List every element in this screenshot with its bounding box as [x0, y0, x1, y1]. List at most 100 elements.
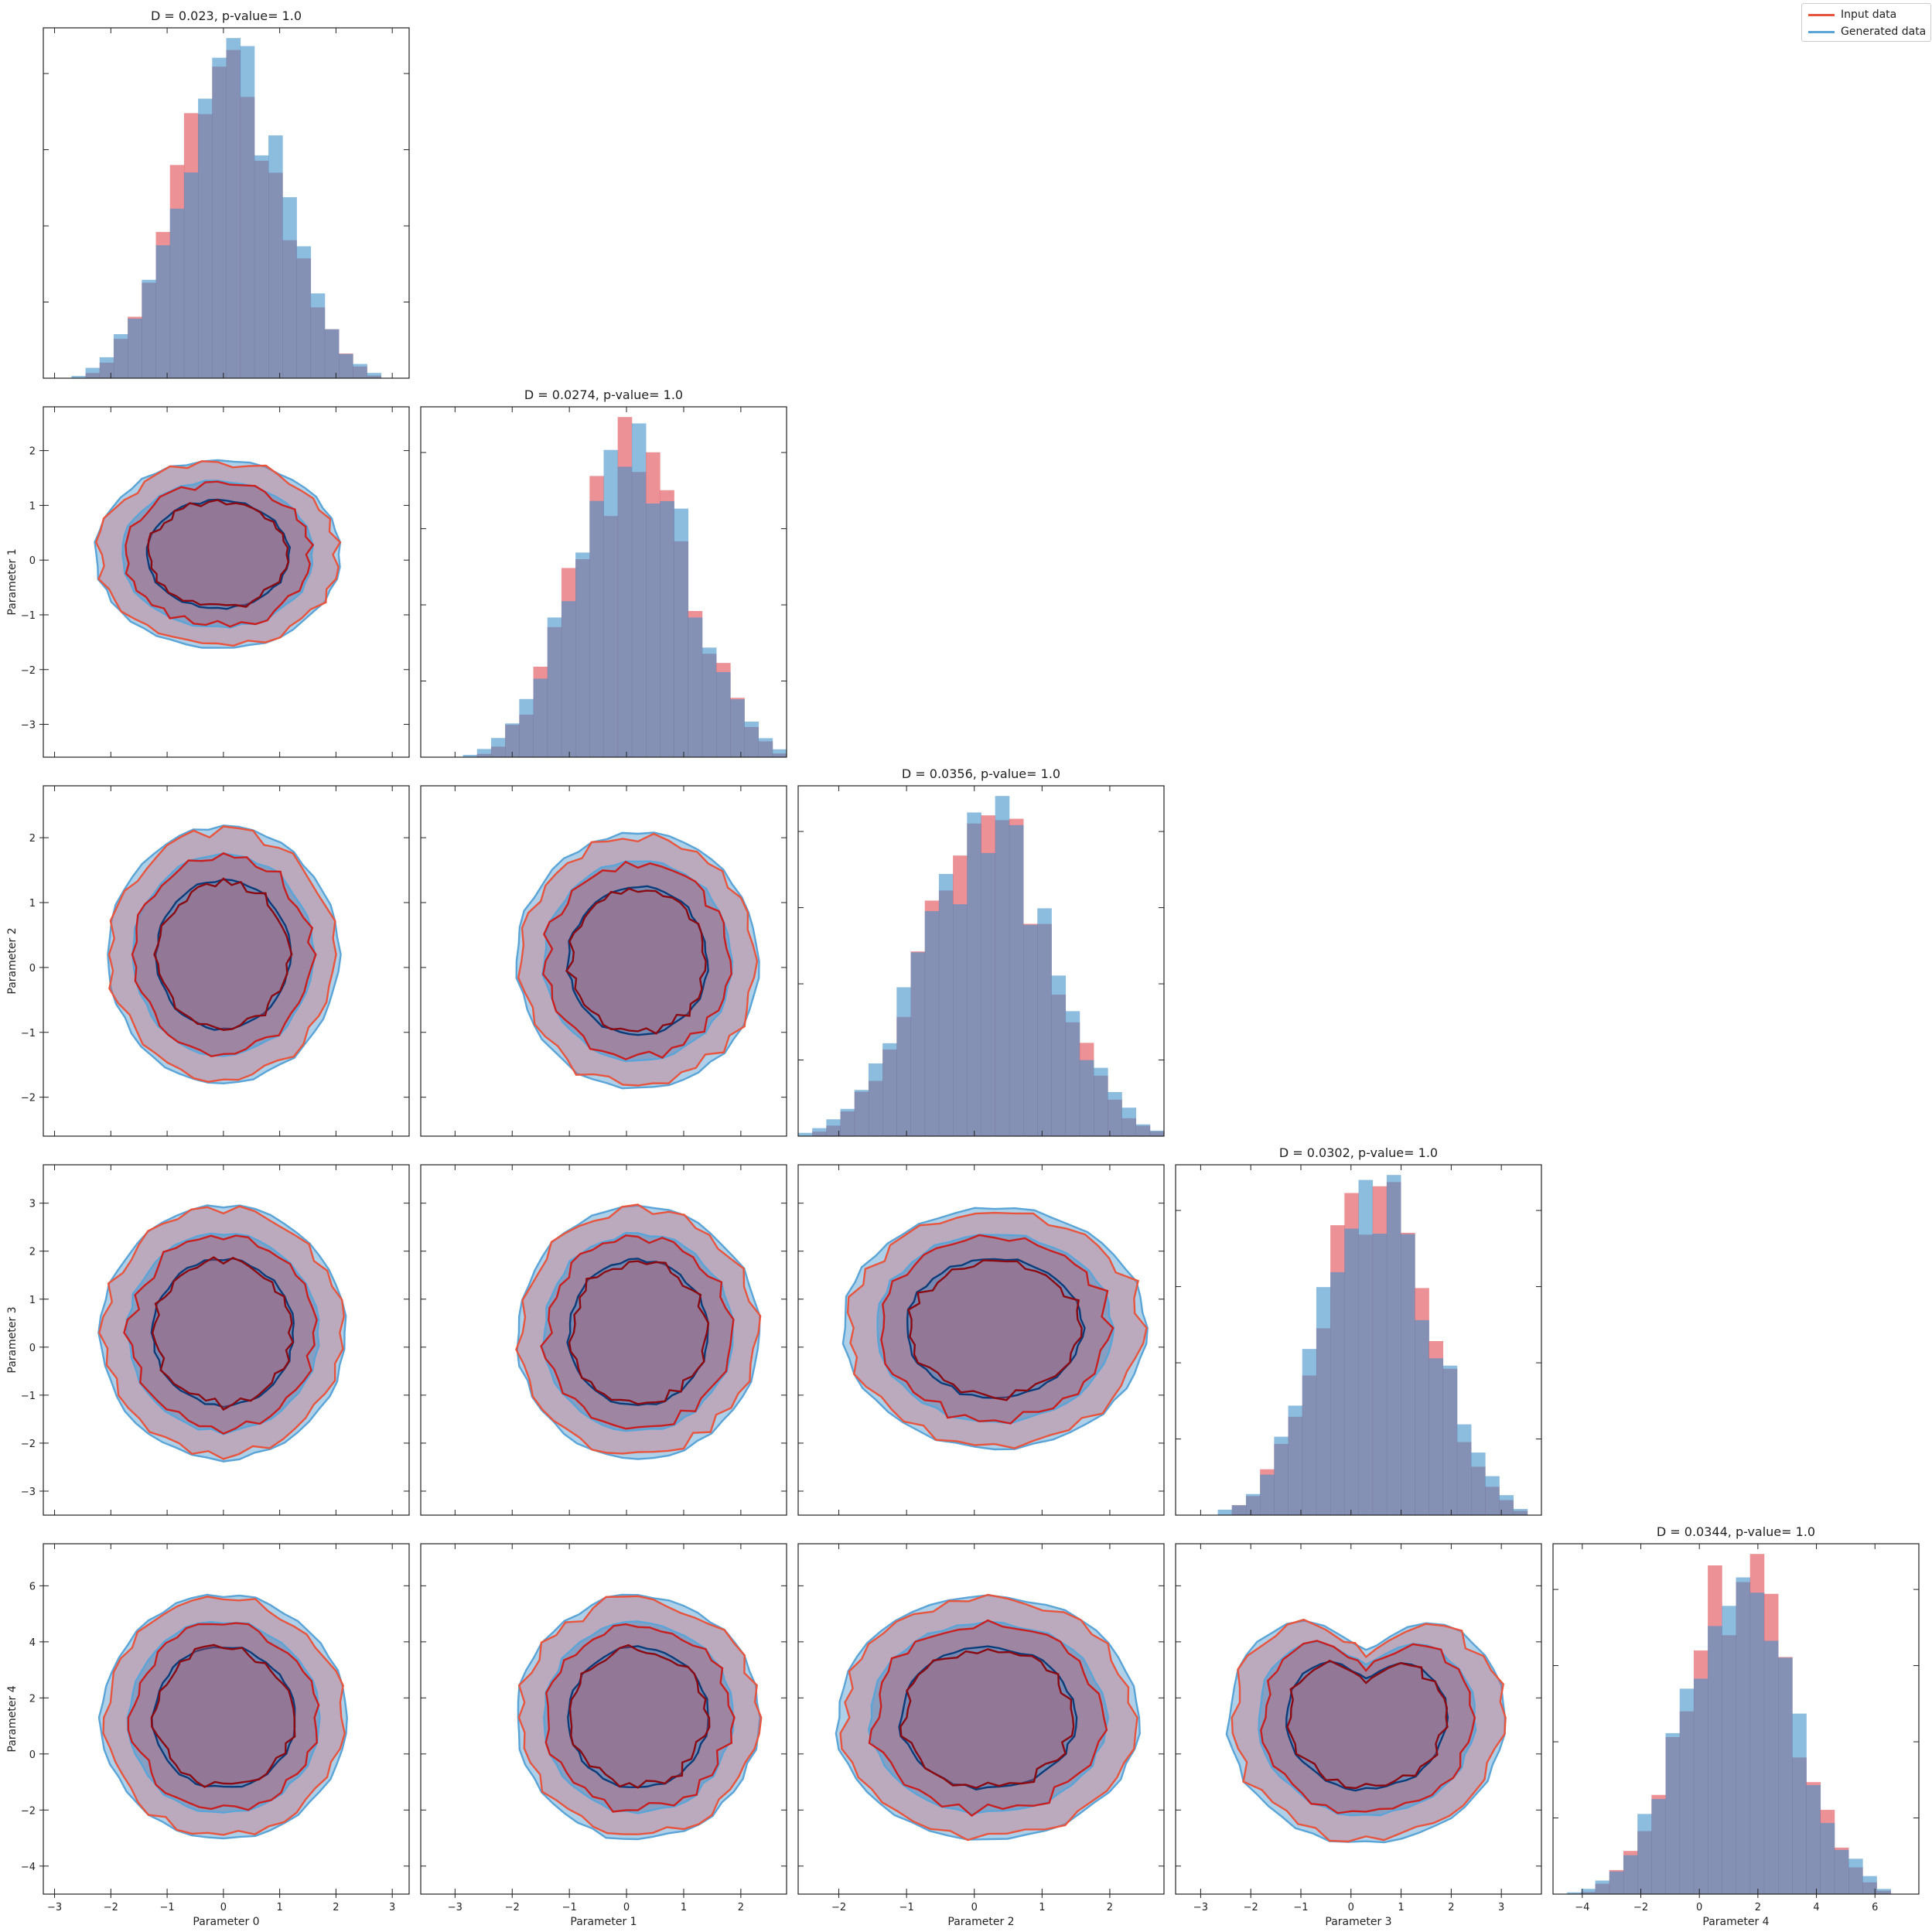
- hist-bar-generated: [142, 279, 156, 378]
- hist-bar-generated: [1792, 1713, 1807, 1894]
- contour-input-0: [102, 1596, 346, 1836]
- contour-generated-0: [841, 1207, 1149, 1451]
- hist-bar-generated: [1736, 1577, 1751, 1894]
- x-tick-label: −2: [104, 1902, 118, 1913]
- contour-generated-0: [107, 824, 342, 1085]
- hist-bar-generated: [1623, 1855, 1638, 1894]
- x-tick-label: −2: [505, 1902, 520, 1913]
- hist-bar-generated: [254, 155, 269, 378]
- y-tick-label: 1: [29, 1295, 36, 1306]
- hist-bar-generated: [854, 1090, 869, 1136]
- hist-bar-generated: [967, 812, 981, 1136]
- hist-bar-generated: [575, 552, 590, 757]
- hist-bar-generated: [367, 373, 382, 378]
- panel-frame: [1552, 1543, 1920, 1895]
- panel-title-2: D = 0.0356, p-value= 1.0: [902, 766, 1060, 781]
- hist-bar-generated: [533, 678, 548, 757]
- panel-frame: [43, 785, 410, 1137]
- y-tick-label: −1: [21, 610, 36, 622]
- contour-input-2: [147, 499, 290, 608]
- hist-bar-generated: [924, 911, 940, 1136]
- panel-1-1: D = 0.0274, p-value= 1.0: [420, 387, 787, 758]
- hist-bar-generated: [896, 987, 911, 1136]
- panel-4-1: −3 −2 −1 0 1 2 Parameter 1: [420, 1543, 787, 1928]
- y-tick-label: 3: [29, 1199, 36, 1210]
- hist-bar-generated: [1609, 1871, 1624, 1894]
- hist-bar-generated: [1094, 1067, 1108, 1136]
- panel-frame: [420, 406, 787, 758]
- hist-bar-generated: [1231, 1505, 1247, 1515]
- hist-bar-generated: [1693, 1678, 1708, 1894]
- hist-bar-generated: [1288, 1405, 1303, 1515]
- panel-frame: [797, 1543, 1165, 1895]
- hist-bar-generated: [1513, 1509, 1528, 1515]
- hist-bar-generated: [505, 723, 520, 757]
- panel-1-0: −3 −2 −1 0 1 2 Parameter 1: [6, 406, 410, 758]
- hist-bar-generated: [674, 508, 689, 757]
- x-tick-label: 1: [1398, 1902, 1404, 1913]
- panel-3-3: D = 0.0302, p-value= 1.0: [1175, 1145, 1542, 1516]
- panel-frame: [1175, 1543, 1542, 1895]
- hist-bar-generated: [1009, 824, 1024, 1136]
- hist-bar-generated: [772, 749, 787, 757]
- hist-bar-generated: [183, 172, 199, 378]
- hist-bar-generated: [1108, 1091, 1122, 1136]
- x-tick-label: −1: [562, 1902, 577, 1913]
- x-tick-label: −1: [160, 1902, 175, 1913]
- panel-3-0: −3 −2 −1 0 1 2 3 Parameter 3: [6, 1164, 410, 1516]
- hist-bar-generated: [561, 601, 576, 757]
- y-tick-label: 2: [29, 1693, 36, 1705]
- x-tick-label: 0: [1696, 1902, 1702, 1913]
- x-axis-label-2: Parameter 2: [947, 1916, 1014, 1928]
- hist-bar-generated: [198, 98, 213, 378]
- contour-generated-2: [150, 1257, 295, 1408]
- contour-input-0: [846, 1211, 1148, 1449]
- panel-frame: [43, 406, 410, 758]
- hist-bar-generated: [155, 245, 171, 378]
- hist-bar-generated: [1149, 1130, 1164, 1136]
- hist-bar-generated: [1135, 1124, 1151, 1136]
- panel-frame: [43, 1164, 410, 1516]
- contour-generated-0: [97, 1593, 348, 1840]
- hist-bar-generated: [1121, 1108, 1137, 1136]
- hist-bar-generated: [1679, 1688, 1695, 1894]
- hist-bar-generated: [938, 873, 954, 1136]
- hist-bar-generated: [547, 617, 562, 757]
- hist-bar-generated: [1023, 924, 1038, 1136]
- hist-bar-generated: [1763, 1640, 1779, 1894]
- contour-generated-2: [567, 1645, 709, 1789]
- panel-3-2: [797, 1164, 1165, 1516]
- x-tick-label: 2: [333, 1902, 339, 1913]
- hist-bar-generated: [882, 1043, 897, 1136]
- legend-label-generated: Generated data: [1841, 26, 1927, 38]
- panel-content: [71, 38, 382, 378]
- hist-bar-generated: [1316, 1287, 1331, 1515]
- hist-bar-generated: [1862, 1876, 1877, 1894]
- hist-bar-generated: [463, 754, 478, 757]
- hist-bar-generated: [240, 46, 255, 378]
- y-tick-label: −1: [21, 1028, 36, 1039]
- hist-bar-generated: [1358, 1179, 1374, 1515]
- x-tick-label: 3: [1498, 1902, 1504, 1913]
- x-tick-label: −2: [1244, 1902, 1258, 1913]
- hist-bar-generated: [798, 1132, 813, 1136]
- hist-bar-generated: [716, 671, 731, 757]
- x-tick-label: 0: [623, 1902, 630, 1913]
- hist-bar-generated: [826, 1119, 841, 1136]
- x-tick-label: −3: [1193, 1902, 1208, 1913]
- hist-bar-generated: [476, 749, 492, 757]
- x-tick-label: −1: [1293, 1902, 1308, 1913]
- contour-generated-0: [515, 831, 760, 1090]
- contour-input-2: [568, 1644, 711, 1789]
- x-tick-label: 1: [681, 1902, 687, 1913]
- legend-swatch-generated: [1808, 30, 1835, 33]
- panel-4-3: −3 −2 −1 0 1 2 3 Parameter 3: [1175, 1543, 1542, 1928]
- y-tick-label: 1: [29, 500, 36, 512]
- hist-bar-generated: [268, 135, 283, 378]
- hist-bar-generated: [812, 1128, 827, 1136]
- panel-frame: [43, 1543, 410, 1895]
- hist-bar-generated: [910, 952, 926, 1136]
- panel-content: [798, 796, 1164, 1136]
- hist-bar-generated: [995, 796, 1010, 1136]
